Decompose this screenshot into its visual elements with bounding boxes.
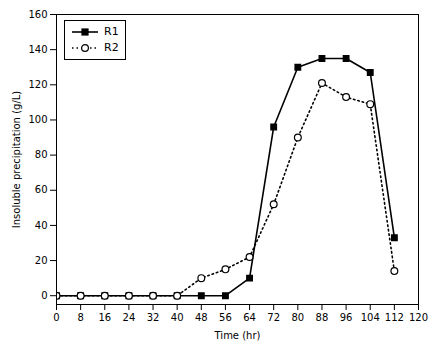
svg-text:24: 24 bbox=[123, 312, 136, 323]
svg-text:Time (hr): Time (hr) bbox=[214, 330, 261, 341]
svg-text:40: 40 bbox=[171, 312, 184, 323]
svg-text:100: 100 bbox=[28, 114, 47, 125]
svg-text:104: 104 bbox=[361, 312, 380, 323]
svg-text:64: 64 bbox=[243, 312, 256, 323]
svg-text:8: 8 bbox=[77, 312, 83, 323]
svg-text:80: 80 bbox=[35, 149, 48, 160]
svg-text:60: 60 bbox=[35, 184, 48, 195]
svg-text:120: 120 bbox=[28, 79, 47, 90]
svg-text:16: 16 bbox=[98, 312, 111, 323]
svg-text:Insoluble precipitation (g/L): Insoluble precipitation (g/L) bbox=[11, 91, 22, 229]
svg-text:112: 112 bbox=[385, 312, 404, 323]
svg-text:80: 80 bbox=[291, 312, 304, 323]
svg-text:72: 72 bbox=[267, 312, 280, 323]
svg-text:56: 56 bbox=[219, 312, 232, 323]
svg-text:88: 88 bbox=[316, 312, 329, 323]
svg-text:120: 120 bbox=[409, 312, 428, 323]
svg-text:48: 48 bbox=[195, 312, 208, 323]
html-text:R2: R2 bbox=[104, 41, 119, 54]
svg-text:96: 96 bbox=[340, 312, 353, 323]
svg-text:40: 40 bbox=[35, 220, 48, 231]
svg-text:160: 160 bbox=[28, 9, 47, 20]
svg-text:20: 20 bbox=[35, 255, 48, 266]
svg-text:32: 32 bbox=[147, 312, 160, 323]
html-text:R1: R1 bbox=[104, 25, 119, 38]
svg-text:0: 0 bbox=[41, 290, 47, 301]
svg-text:140: 140 bbox=[28, 44, 47, 55]
svg-text:0: 0 bbox=[53, 312, 59, 323]
